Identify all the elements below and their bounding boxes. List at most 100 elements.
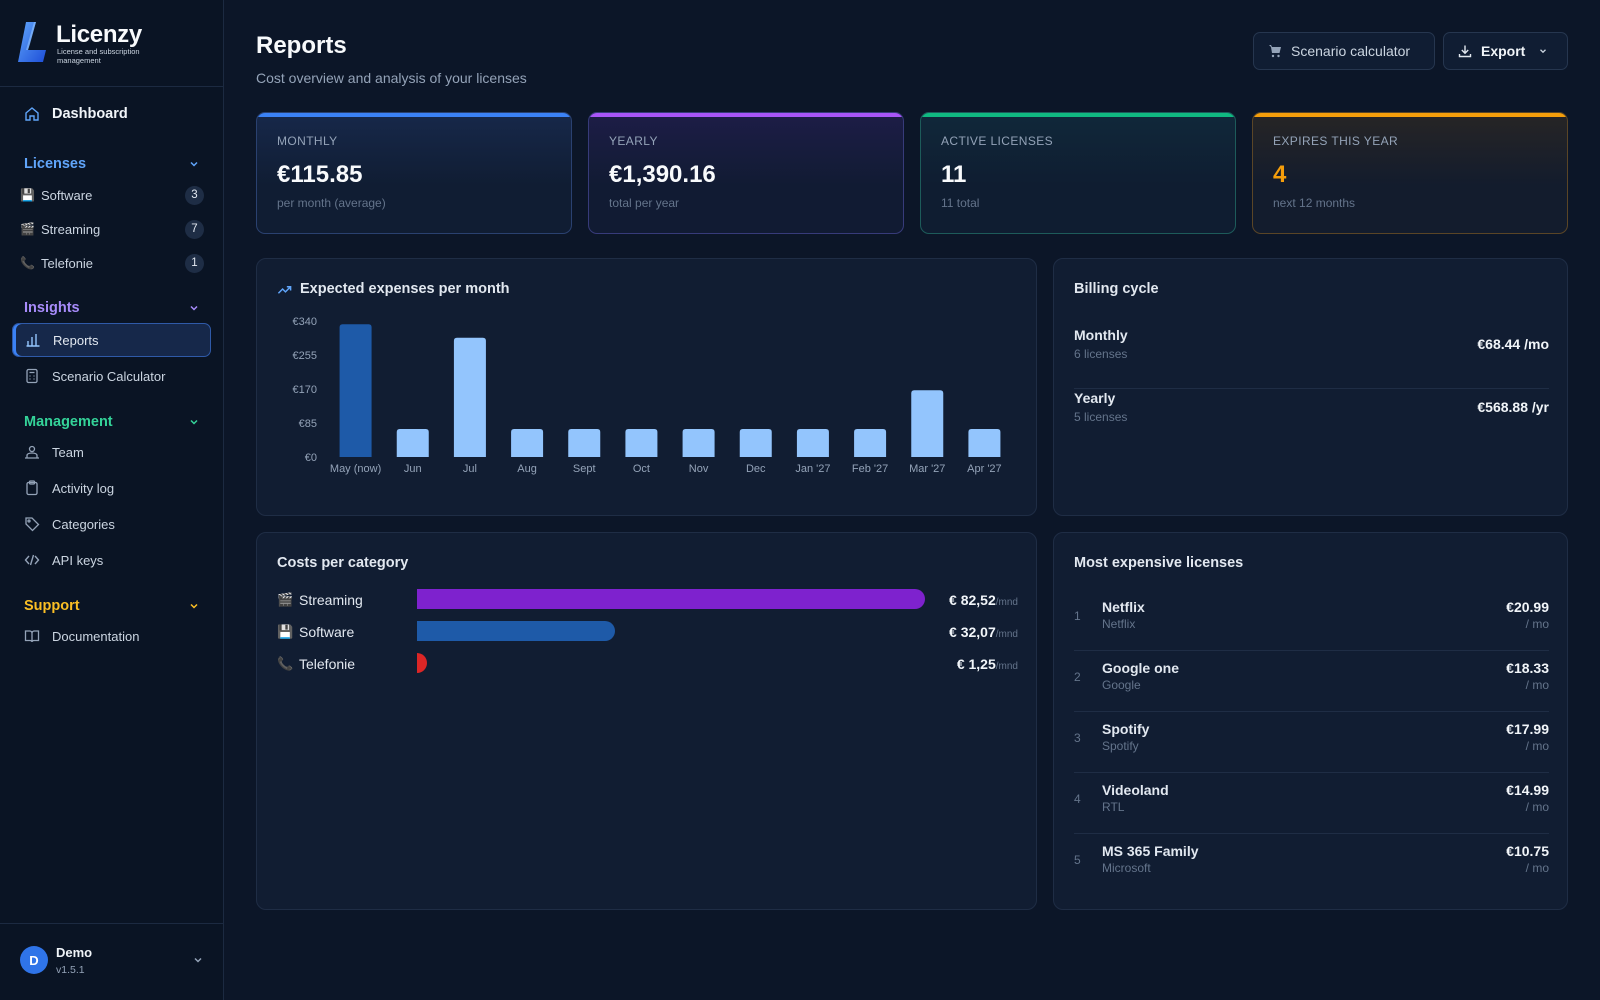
section-label: Insights xyxy=(24,300,80,316)
panel-title: Most expensive licenses xyxy=(1074,555,1244,571)
amount-unit: /mnd xyxy=(995,629,1018,640)
license-vendor: RTL xyxy=(1102,800,1125,814)
clipboard-icon xyxy=(26,480,38,496)
expense-bar[interactable] xyxy=(911,390,944,457)
sidebar-item-team[interactable]: Team xyxy=(24,440,208,464)
sidebar-item-label: Team xyxy=(52,444,84,460)
x-tick-label: Mar '27 xyxy=(909,463,945,475)
section-licenses[interactable]: Licenses xyxy=(24,156,200,172)
sidebar-item-activity-log[interactable]: Activity log xyxy=(24,476,208,500)
billing-name: Yearly xyxy=(1074,390,1116,406)
license-row[interactable]: 5 MS 365 Family Microsoft €10.75 / mo xyxy=(1074,834,1549,895)
licenzy-logo-icon xyxy=(18,22,46,62)
expense-bar[interactable] xyxy=(682,429,715,457)
rank-number: 5 xyxy=(1074,853,1081,867)
sidebar-item-scenario-calculator[interactable]: Scenario Calculator xyxy=(24,364,208,388)
x-tick-label: Dec xyxy=(746,463,766,475)
scenario-calculator-button[interactable]: Scenario calculator xyxy=(1253,32,1435,70)
sidebar-item-label: Software xyxy=(41,187,93,203)
expense-bar[interactable] xyxy=(625,429,658,457)
expense-bar[interactable] xyxy=(339,324,372,457)
divider xyxy=(1074,772,1549,773)
kpi-note: per month (average) xyxy=(277,196,386,210)
price-period: / mo xyxy=(1525,800,1549,814)
section-label: Management xyxy=(24,414,113,430)
sidebar-item-label: Reports xyxy=(53,332,99,348)
rank-number: 3 xyxy=(1074,731,1081,745)
y-tick-label: €255 xyxy=(293,350,317,362)
floppy-disk-icon: 💾 xyxy=(20,188,35,202)
rank-number: 4 xyxy=(1074,792,1081,806)
amount-unit: /mnd xyxy=(995,597,1018,608)
expense-bar[interactable] xyxy=(796,429,829,457)
section-support[interactable]: Support xyxy=(24,598,200,614)
sidebar-item-software[interactable]: 💾 Software 3 xyxy=(20,183,204,207)
panel-title: Billing cycle xyxy=(1074,281,1159,297)
y-tick-label: €340 xyxy=(293,316,317,328)
license-price: €10.75 xyxy=(1506,843,1549,859)
category-name: Streaming xyxy=(299,592,363,608)
kpi-value: 4 xyxy=(1273,161,1287,188)
license-name: Spotify xyxy=(1102,721,1150,737)
chevron-down-icon xyxy=(190,419,198,425)
sidebar-item-label: Telefonie xyxy=(41,255,94,271)
sidebar-item-reports[interactable]: Reports xyxy=(12,323,211,357)
button-label: Scenario calculator xyxy=(1291,43,1411,59)
kpi-label: Monthly xyxy=(277,134,338,148)
amount-value: € 1,25 xyxy=(956,656,996,672)
expense-bar[interactable] xyxy=(568,429,601,457)
price-period: / mo xyxy=(1525,861,1549,875)
license-row[interactable]: 2 Google one Google €18.33 / mo xyxy=(1074,651,1549,712)
sidebar-item-documentation[interactable]: Documentation xyxy=(24,624,208,648)
license-row[interactable]: 1 Netflix Netflix €20.99 / mo xyxy=(1074,590,1549,651)
billing-row-yearly: Yearly 5 licenses €568.88 /yr xyxy=(1074,390,1549,452)
button-label: Export xyxy=(1481,43,1526,59)
license-name: Google one xyxy=(1102,660,1179,676)
license-row[interactable]: 3 Spotify Spotify €17.99 / mo xyxy=(1074,712,1549,773)
count-badge: 7 xyxy=(185,219,204,239)
category-amount: € 82,52/mnd xyxy=(949,592,1018,608)
brand[interactable]: Licenzy License and subscription managem… xyxy=(16,20,216,66)
sidebar-item-api-keys[interactable]: API keys xyxy=(24,548,208,572)
expense-bar[interactable] xyxy=(453,337,486,457)
category-row-streaming: 🎬 Streaming € 82,52/mnd xyxy=(277,589,1018,611)
sidebar-item-telefonie[interactable]: 📞 Telefonie 1 xyxy=(20,251,204,275)
license-row[interactable]: 4 Videoland RTL €14.99 / mo xyxy=(1074,773,1549,834)
divider xyxy=(1074,650,1549,651)
kpi-yearly-card: Yearly €1,390.16 total per year xyxy=(588,112,904,234)
chevron-down-icon xyxy=(190,305,198,311)
phone-icon: 📞 xyxy=(20,256,35,270)
user-menu[interactable]: D Demo v1.5.1 xyxy=(20,940,204,980)
most-expensive-licenses-panel: Most expensive licenses 1 Netflix Netfli… xyxy=(1053,532,1568,910)
category-row-software: 💾 Software € 32,07/mnd xyxy=(277,621,1018,643)
download-icon xyxy=(1458,45,1472,58)
expense-bar[interactable] xyxy=(854,429,887,457)
expense-bar[interactable] xyxy=(968,429,1001,457)
rank-number: 2 xyxy=(1074,670,1081,684)
chevron-down-icon xyxy=(190,161,198,167)
panel-title: Expected expenses per month xyxy=(277,281,510,297)
section-management[interactable]: Management xyxy=(24,414,200,430)
sidebar-item-categories[interactable]: Categories xyxy=(24,512,208,536)
divider xyxy=(1074,711,1549,712)
expense-bar[interactable] xyxy=(739,429,772,457)
sidebar-item-label: Categories xyxy=(52,516,115,532)
expense-bar[interactable] xyxy=(396,429,429,457)
sidebar-item-dashboard[interactable]: Dashboard xyxy=(24,106,128,122)
sidebar-item-label: Documentation xyxy=(52,628,140,644)
sidebar-item-label: API keys xyxy=(52,552,104,568)
x-tick-label: Nov xyxy=(689,463,709,475)
sidebar-item-streaming[interactable]: 🎬 Streaming 7 xyxy=(20,217,204,241)
user-info: Demo v1.5.1 xyxy=(56,945,92,976)
expenses-panel: Expected expenses per month €0 €85 €170 €25… xyxy=(256,258,1037,516)
price-period: / mo xyxy=(1525,678,1549,692)
export-button[interactable]: Export xyxy=(1443,32,1568,70)
rank-number: 1 xyxy=(1074,609,1081,623)
section-insights[interactable]: Insights xyxy=(24,300,200,316)
amount-value: € 32,07 xyxy=(949,624,996,640)
x-tick-label: Aug xyxy=(517,463,537,475)
license-name: Videoland xyxy=(1102,782,1169,798)
y-tick-label: €85 xyxy=(299,418,317,430)
price-period: / mo xyxy=(1525,617,1549,631)
expense-bar[interactable] xyxy=(511,429,544,457)
